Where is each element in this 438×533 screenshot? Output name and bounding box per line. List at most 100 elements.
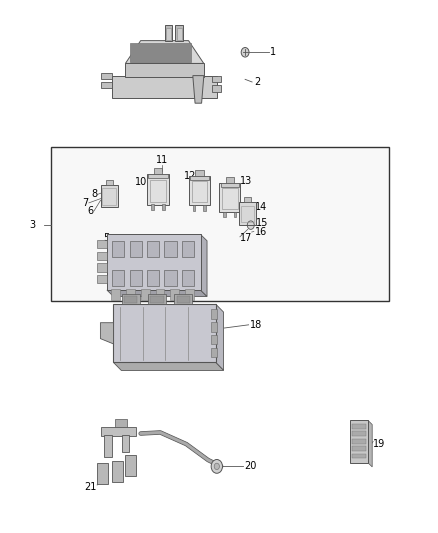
Bar <box>102 426 136 436</box>
Bar <box>352 424 366 429</box>
Bar <box>113 76 217 98</box>
Bar <box>102 188 116 205</box>
Bar <box>122 294 140 304</box>
Bar <box>107 235 201 290</box>
Polygon shape <box>368 420 372 467</box>
Bar <box>177 28 182 39</box>
Bar <box>147 174 169 205</box>
Circle shape <box>214 463 219 470</box>
Bar <box>150 296 163 303</box>
Bar <box>141 289 150 300</box>
Bar <box>113 461 123 482</box>
Bar <box>147 241 159 257</box>
Text: 13: 13 <box>240 175 252 185</box>
Bar <box>97 275 107 284</box>
Bar <box>130 43 191 62</box>
Text: 11: 11 <box>156 155 169 165</box>
Bar <box>174 294 192 304</box>
Bar <box>223 212 226 217</box>
Polygon shape <box>100 322 113 344</box>
Text: 19: 19 <box>373 439 385 449</box>
Bar <box>111 289 120 300</box>
Bar <box>189 176 210 205</box>
Bar <box>106 180 113 185</box>
Bar <box>212 335 217 344</box>
Bar <box>182 241 194 257</box>
Bar <box>164 270 177 286</box>
Bar <box>124 296 138 303</box>
Bar <box>148 174 168 179</box>
Text: 20: 20 <box>244 462 257 471</box>
Circle shape <box>241 47 249 57</box>
Bar <box>182 270 194 286</box>
Bar <box>115 419 127 426</box>
Bar <box>212 76 221 82</box>
Bar <box>244 197 251 203</box>
Bar <box>212 348 217 357</box>
Bar <box>97 240 107 248</box>
Bar <box>112 241 124 257</box>
Bar <box>352 431 366 436</box>
Bar <box>352 454 366 458</box>
Bar <box>112 270 124 286</box>
Bar <box>166 28 171 39</box>
Text: 15: 15 <box>256 218 269 228</box>
Bar <box>222 188 238 209</box>
Bar <box>125 455 136 476</box>
Text: 14: 14 <box>254 202 267 212</box>
Bar <box>102 73 113 79</box>
Circle shape <box>211 459 223 473</box>
Bar <box>130 241 142 257</box>
Polygon shape <box>113 362 223 370</box>
Polygon shape <box>201 235 207 296</box>
Bar <box>193 205 195 211</box>
Bar <box>150 180 166 202</box>
Bar <box>352 439 366 443</box>
Bar <box>203 205 206 211</box>
Bar <box>219 183 240 212</box>
Bar <box>212 85 221 92</box>
Bar <box>97 263 107 272</box>
Bar <box>190 176 208 180</box>
Polygon shape <box>125 63 204 77</box>
Bar <box>239 203 255 224</box>
Bar <box>165 25 173 41</box>
Bar <box>51 147 389 301</box>
Bar <box>101 185 118 207</box>
Bar <box>212 310 217 319</box>
Bar <box>97 252 107 260</box>
Text: 16: 16 <box>254 227 267 237</box>
Bar <box>212 322 217 332</box>
Text: 3: 3 <box>30 220 36 230</box>
Bar <box>170 289 179 300</box>
Bar <box>226 176 234 183</box>
Text: 9: 9 <box>111 185 117 196</box>
Polygon shape <box>125 41 204 63</box>
Text: 12: 12 <box>184 172 196 181</box>
Bar <box>241 206 254 222</box>
Text: 21: 21 <box>84 481 96 491</box>
Bar <box>148 294 166 304</box>
Bar <box>352 446 366 451</box>
Text: 8: 8 <box>91 189 97 199</box>
Polygon shape <box>216 304 223 370</box>
Bar <box>162 205 165 211</box>
Text: 18: 18 <box>251 320 263 330</box>
Bar <box>221 183 239 187</box>
Bar <box>154 168 162 174</box>
Bar <box>122 435 129 452</box>
Text: 2: 2 <box>254 77 260 87</box>
Text: 17: 17 <box>240 233 252 244</box>
Bar <box>350 420 368 463</box>
Bar <box>102 82 113 88</box>
Circle shape <box>247 221 254 229</box>
Text: 6: 6 <box>88 206 94 216</box>
Bar <box>177 296 190 303</box>
Bar <box>164 241 177 257</box>
Bar <box>195 169 204 176</box>
Bar <box>104 435 112 457</box>
Bar <box>147 270 159 286</box>
Text: 1: 1 <box>270 47 276 57</box>
Bar <box>234 212 237 217</box>
Bar <box>130 270 142 286</box>
